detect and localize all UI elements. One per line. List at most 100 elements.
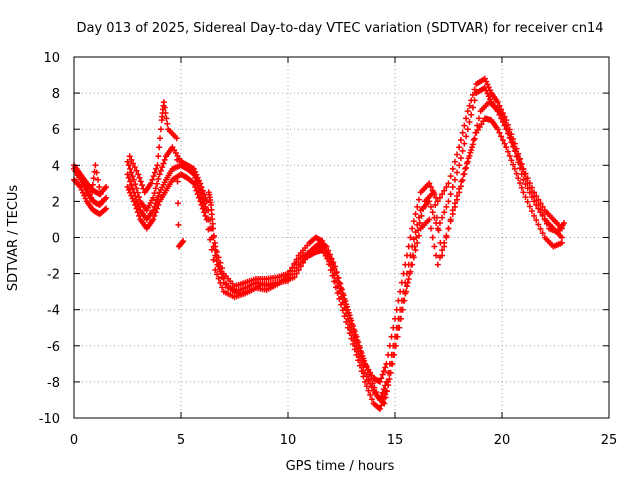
data-point bbox=[386, 342, 393, 349]
data-point bbox=[211, 239, 218, 246]
data-point bbox=[470, 137, 477, 144]
data-point bbox=[96, 183, 103, 190]
y-axis-label: SDTVAR / TECUs bbox=[6, 185, 21, 292]
data-point bbox=[501, 140, 508, 147]
data-point bbox=[151, 212, 158, 219]
data-point bbox=[351, 346, 358, 353]
data-point bbox=[430, 189, 437, 196]
data-point bbox=[439, 247, 446, 254]
data-point bbox=[334, 290, 341, 297]
data-point bbox=[150, 173, 157, 180]
data-point bbox=[524, 198, 531, 205]
data-point bbox=[443, 234, 450, 241]
data-point bbox=[426, 180, 433, 187]
data-point bbox=[134, 209, 141, 216]
data-point bbox=[558, 234, 565, 241]
data-point bbox=[162, 109, 169, 116]
data-point bbox=[155, 176, 162, 183]
data-point bbox=[127, 165, 134, 172]
data-point bbox=[535, 221, 542, 228]
data-point bbox=[439, 214, 446, 221]
data-point bbox=[459, 129, 466, 136]
data-point bbox=[373, 389, 380, 396]
data-point bbox=[443, 183, 450, 190]
data-point bbox=[443, 203, 450, 210]
data-point bbox=[94, 176, 101, 183]
x-tick-label: 10 bbox=[280, 433, 297, 448]
y-tick-label: 2 bbox=[52, 195, 60, 210]
data-point bbox=[293, 270, 300, 277]
data-point bbox=[409, 225, 416, 232]
data-point bbox=[433, 252, 440, 259]
data-point bbox=[344, 303, 351, 310]
data-point bbox=[124, 171, 131, 178]
data-point bbox=[129, 173, 136, 180]
data-point bbox=[389, 360, 396, 367]
data-point bbox=[441, 187, 448, 194]
data-point bbox=[128, 169, 135, 176]
data-point bbox=[159, 164, 166, 171]
data-point bbox=[541, 216, 548, 223]
data-point bbox=[411, 243, 418, 250]
data-point bbox=[89, 181, 96, 188]
data-point bbox=[148, 180, 155, 187]
data-point bbox=[380, 368, 387, 375]
data-point bbox=[387, 369, 394, 376]
data-point bbox=[407, 234, 414, 241]
data-point bbox=[463, 133, 470, 140]
data-point bbox=[414, 239, 421, 246]
data-point bbox=[528, 208, 535, 215]
data-point bbox=[413, 234, 420, 241]
data-point bbox=[466, 118, 473, 125]
x-tick-label: 0 bbox=[70, 433, 78, 448]
data-point bbox=[150, 216, 157, 223]
data-point bbox=[469, 141, 476, 148]
data-point bbox=[193, 187, 200, 194]
data-point bbox=[332, 284, 339, 291]
data-point bbox=[394, 333, 401, 340]
data-point bbox=[435, 227, 442, 234]
data-point bbox=[513, 170, 520, 177]
data-point bbox=[369, 380, 376, 387]
data-point bbox=[437, 239, 444, 246]
data-point bbox=[533, 217, 540, 224]
data-point bbox=[349, 321, 356, 328]
data-point bbox=[456, 144, 463, 151]
data-point bbox=[126, 153, 133, 160]
data-point bbox=[507, 135, 514, 142]
data-point bbox=[520, 189, 527, 196]
data-point bbox=[516, 156, 523, 163]
data-point bbox=[295, 266, 302, 273]
data-point bbox=[125, 162, 132, 169]
data-point bbox=[451, 158, 458, 165]
data-point bbox=[415, 227, 422, 234]
data-point bbox=[434, 198, 441, 205]
data-point bbox=[539, 230, 546, 237]
data-point bbox=[132, 202, 139, 209]
data-point bbox=[408, 261, 415, 268]
data-point bbox=[127, 178, 134, 185]
chart-title: Day 013 of 2025, Sidereal Day-to-day VTE… bbox=[76, 21, 603, 36]
data-point bbox=[357, 348, 364, 355]
data-point bbox=[161, 104, 168, 111]
data-point bbox=[472, 129, 479, 136]
data-point bbox=[385, 382, 392, 389]
data-point bbox=[460, 171, 467, 178]
data-point bbox=[192, 183, 199, 190]
data-point bbox=[343, 318, 350, 325]
data-point bbox=[445, 180, 452, 187]
data-point bbox=[410, 218, 417, 225]
data-point bbox=[325, 247, 332, 254]
data-point bbox=[352, 331, 359, 338]
data-point bbox=[412, 247, 419, 254]
data-point bbox=[212, 247, 219, 254]
data-point bbox=[130, 160, 137, 167]
data-point bbox=[468, 111, 475, 118]
data-point bbox=[416, 220, 423, 227]
data-point bbox=[137, 178, 144, 185]
data-point bbox=[201, 191, 208, 198]
data-point bbox=[515, 175, 522, 182]
data-point bbox=[365, 387, 372, 394]
data-point bbox=[436, 194, 443, 201]
data-point bbox=[543, 220, 550, 227]
